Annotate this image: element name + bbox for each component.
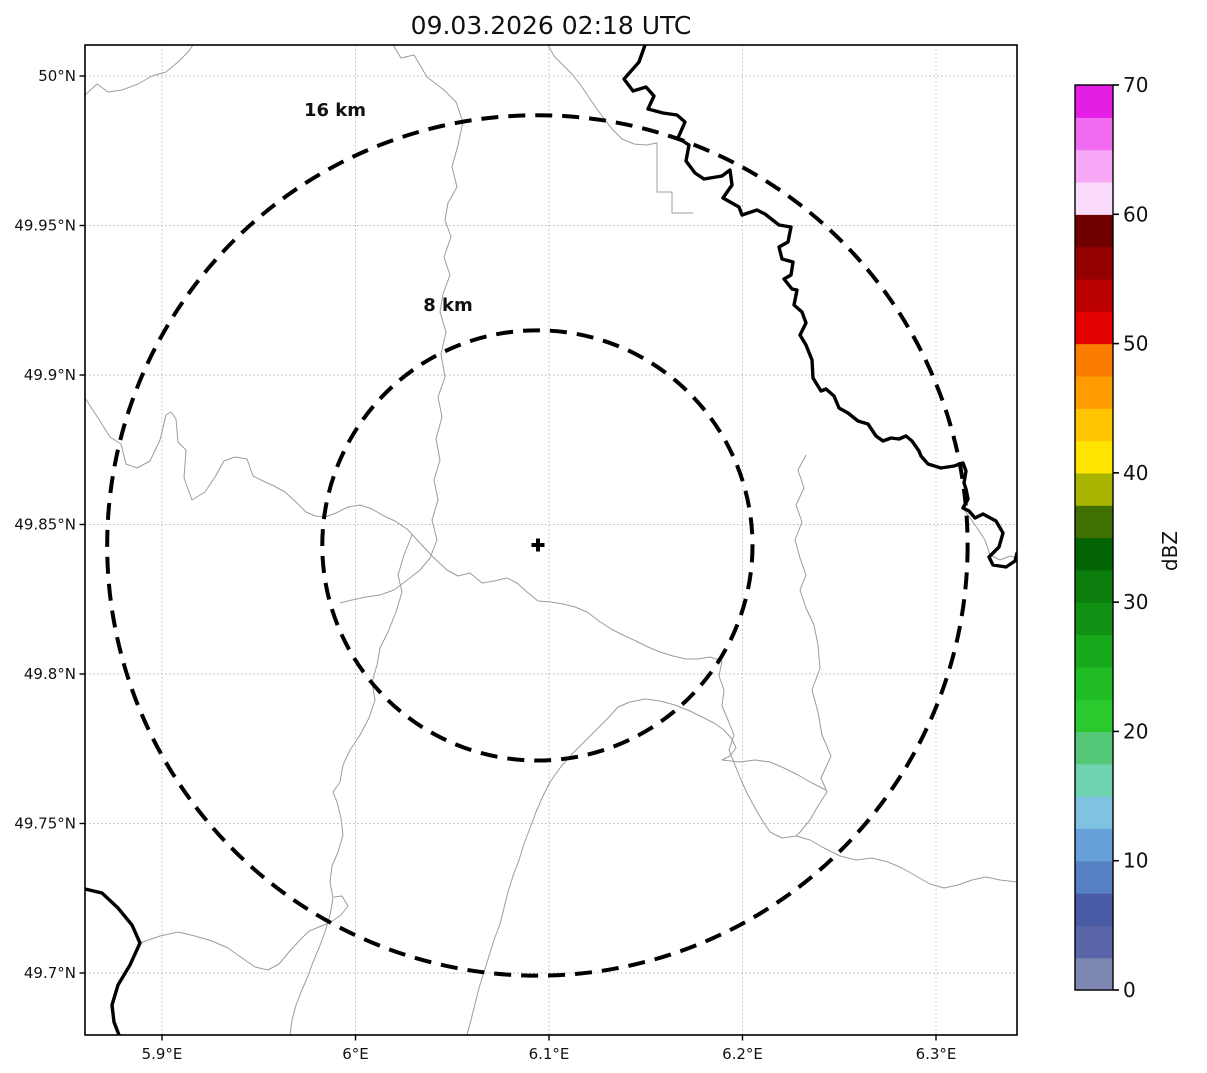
lat-tick-label: 49.95°N xyxy=(14,217,76,235)
admin-boundary-line xyxy=(547,45,693,214)
lon-tick-label: 5.9°E xyxy=(142,1045,183,1063)
lon-tick-label: 6.1°E xyxy=(529,1045,570,1063)
colorbar-band xyxy=(1075,181,1113,215)
colorbar-band xyxy=(1075,796,1113,829)
lat-tick-label: 49.7°N xyxy=(24,964,76,982)
colorbar-tick-label: 70 xyxy=(1123,73,1148,97)
colorbar-band xyxy=(1075,666,1113,700)
map-frame xyxy=(84,44,1018,1036)
colorbar-frame xyxy=(1074,84,1114,991)
admin-boundary-line xyxy=(794,454,832,837)
colorbar: 0 10 20 30 40 50 60 70 xyxy=(1075,73,1148,1002)
colorbar-tick-label: 60 xyxy=(1123,202,1148,226)
colorbar-band xyxy=(1075,699,1113,733)
range-ring-16km xyxy=(105,113,970,978)
colorbar-tick-label: 0 xyxy=(1123,978,1136,1002)
colorbar-band xyxy=(1075,860,1113,894)
colorbar-tick-label: 10 xyxy=(1123,849,1148,873)
range-ring-8km xyxy=(320,328,755,763)
colorbar-band xyxy=(1075,343,1113,377)
admin-boundaries xyxy=(85,45,1017,1035)
colorbar-band xyxy=(1075,311,1113,345)
lat-tick-label: 49.9°N xyxy=(24,366,76,384)
colorbar-band xyxy=(1075,893,1113,926)
graticule-grid xyxy=(85,45,1017,1035)
lat-tick-label: 49.8°N xyxy=(24,665,76,683)
colorbar-band xyxy=(1075,408,1113,442)
lon-tick-label: 6.2°E xyxy=(722,1045,763,1063)
colorbar-band xyxy=(1075,569,1113,603)
colorbar-band xyxy=(1075,731,1113,765)
admin-boundary-line xyxy=(85,397,723,662)
axis-ticks: 5.9°E 6°E 6.1°E 6.2°E 6.3°E 50°N 49.95°N 49.9°N… xyxy=(14,67,956,1063)
lat-tick-label: 49.75°N xyxy=(14,815,76,833)
admin-boundary-line xyxy=(718,660,1017,889)
colorbar-tick-label: 50 xyxy=(1123,332,1148,356)
lon-tick-label: 6°E xyxy=(342,1045,369,1063)
colorbar-band xyxy=(1075,537,1113,571)
colorbar-band xyxy=(1075,246,1113,280)
range-ring-label-8km: 8 km xyxy=(423,295,473,316)
plot-title: 09.03.2026 02:18 UTC xyxy=(411,11,692,40)
admin-boundary-line xyxy=(466,706,619,1035)
colorbar-tick-label: 30 xyxy=(1123,590,1148,614)
colorbar-tick-label: 20 xyxy=(1123,719,1148,743)
colorbar-band xyxy=(1075,602,1113,636)
colorbar-band xyxy=(1075,375,1113,409)
admin-boundary-line xyxy=(339,45,464,604)
admin-boundary-line xyxy=(85,45,194,96)
colorbar-band xyxy=(1075,214,1113,248)
colorbar-band xyxy=(1075,925,1113,959)
colorbar-band xyxy=(1075,472,1113,506)
lon-tick-label: 6.3°E xyxy=(916,1045,957,1063)
admin-boundary-line xyxy=(139,895,349,971)
lat-tick-label: 50°N xyxy=(38,67,76,85)
colorbar-band xyxy=(1075,440,1113,474)
colorbar-band xyxy=(1075,828,1113,862)
colorbar-band xyxy=(1075,957,1113,991)
range-rings xyxy=(105,113,970,978)
river-border-line xyxy=(622,45,1017,569)
admin-boundary-line xyxy=(289,534,413,1035)
colorbar-band xyxy=(1075,278,1113,312)
colorbar-band xyxy=(1075,85,1113,118)
lat-tick-label: 49.85°N xyxy=(14,516,76,534)
colorbar-band xyxy=(1075,117,1113,151)
colorbar-band xyxy=(1075,634,1113,668)
river-lines xyxy=(85,45,1017,1035)
colorbar-band xyxy=(1075,505,1113,539)
colorbar-band xyxy=(1075,763,1113,797)
range-ring-label-16km: 16 km xyxy=(304,100,366,121)
colorbar-unit-label: dBZ xyxy=(1158,531,1182,571)
colorbar-band xyxy=(1075,149,1113,183)
admin-boundary-line xyxy=(617,698,827,791)
river-border-line xyxy=(85,887,142,1035)
radar-location-marker xyxy=(531,538,545,552)
colorbar-tick-label: 40 xyxy=(1123,461,1148,485)
